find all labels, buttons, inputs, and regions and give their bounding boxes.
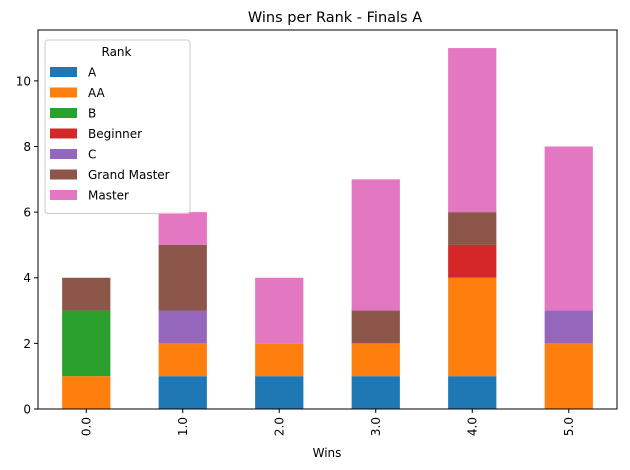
y-tick-label: 8 (23, 140, 31, 154)
legend-label-beginner: Beginner (88, 127, 142, 141)
legend-swatch-beginner (50, 128, 77, 139)
legend-swatch-master (50, 190, 77, 200)
legend-title: Rank (102, 45, 132, 59)
bar-c-1.0 (158, 310, 207, 344)
bar-grand-master-4.0 (448, 212, 497, 245)
x-axis-label: Wins (313, 446, 342, 460)
bar-a-2.0 (255, 376, 304, 409)
bar-b-0.0 (62, 310, 111, 377)
y-tick-label: 10 (16, 74, 31, 88)
x-tick-label: 0.0 (79, 417, 93, 436)
bar-master-2.0 (255, 277, 304, 344)
bar-aa-0.0 (62, 376, 111, 409)
bar-master-5.0 (544, 146, 593, 311)
bar-aa-4.0 (448, 277, 497, 377)
legend-swatch-grand-master (50, 169, 77, 180)
bar-grand-master-1.0 (158, 244, 207, 311)
legend-label-c: C (88, 148, 96, 162)
legend-label-master: Master (88, 189, 129, 203)
x-tick-label: 2.0 (272, 417, 286, 436)
legend-swatch-aa (50, 87, 77, 98)
legend-swatch-b (50, 108, 77, 118)
bar-aa-5.0 (544, 343, 593, 409)
bar-master-3.0 (351, 179, 400, 311)
bar-master-1.0 (158, 212, 207, 245)
y-tick-label: 6 (23, 206, 31, 220)
bar-a-4.0 (448, 376, 497, 409)
x-tick-label: 3.0 (369, 417, 383, 436)
bar-aa-3.0 (351, 343, 400, 377)
legend-swatch-c (50, 149, 77, 159)
x-tick-label: 4.0 (465, 417, 479, 436)
bar-beginner-4.0 (448, 244, 497, 278)
x-tick-label: 5.0 (562, 417, 576, 436)
bar-grand-master-0.0 (62, 277, 111, 311)
legend-swatch-a (50, 67, 77, 77)
bar-c-5.0 (544, 310, 593, 344)
bar-a-1.0 (158, 376, 207, 409)
bars-layer (62, 48, 593, 409)
bar-grand-master-3.0 (351, 310, 400, 344)
bar-aa-2.0 (255, 343, 304, 377)
legend-frame (44, 39, 191, 214)
plot-frame (37, 29, 618, 410)
axes-layer: 0 2 4 6 8 10 0.0 1.0 2.0 3.0 4.0 5.0 (16, 29, 618, 436)
legend-label-b: B (88, 107, 96, 121)
y-tick-label: 2 (23, 337, 31, 351)
y-tick-label: 4 (23, 271, 31, 285)
bar-master-4.0 (448, 48, 497, 213)
chart-title: Wins per Rank - Finals A (248, 10, 422, 26)
bar-aa-1.0 (158, 343, 207, 377)
legend-label-grand-master: Grand Master (88, 168, 170, 182)
y-tick-label: 0 (23, 403, 31, 417)
legend-label-a: A (88, 66, 97, 80)
x-tick-label: 1.0 (176, 417, 190, 436)
legend-label-aa: AA (88, 86, 106, 100)
bar-a-3.0 (351, 376, 400, 409)
